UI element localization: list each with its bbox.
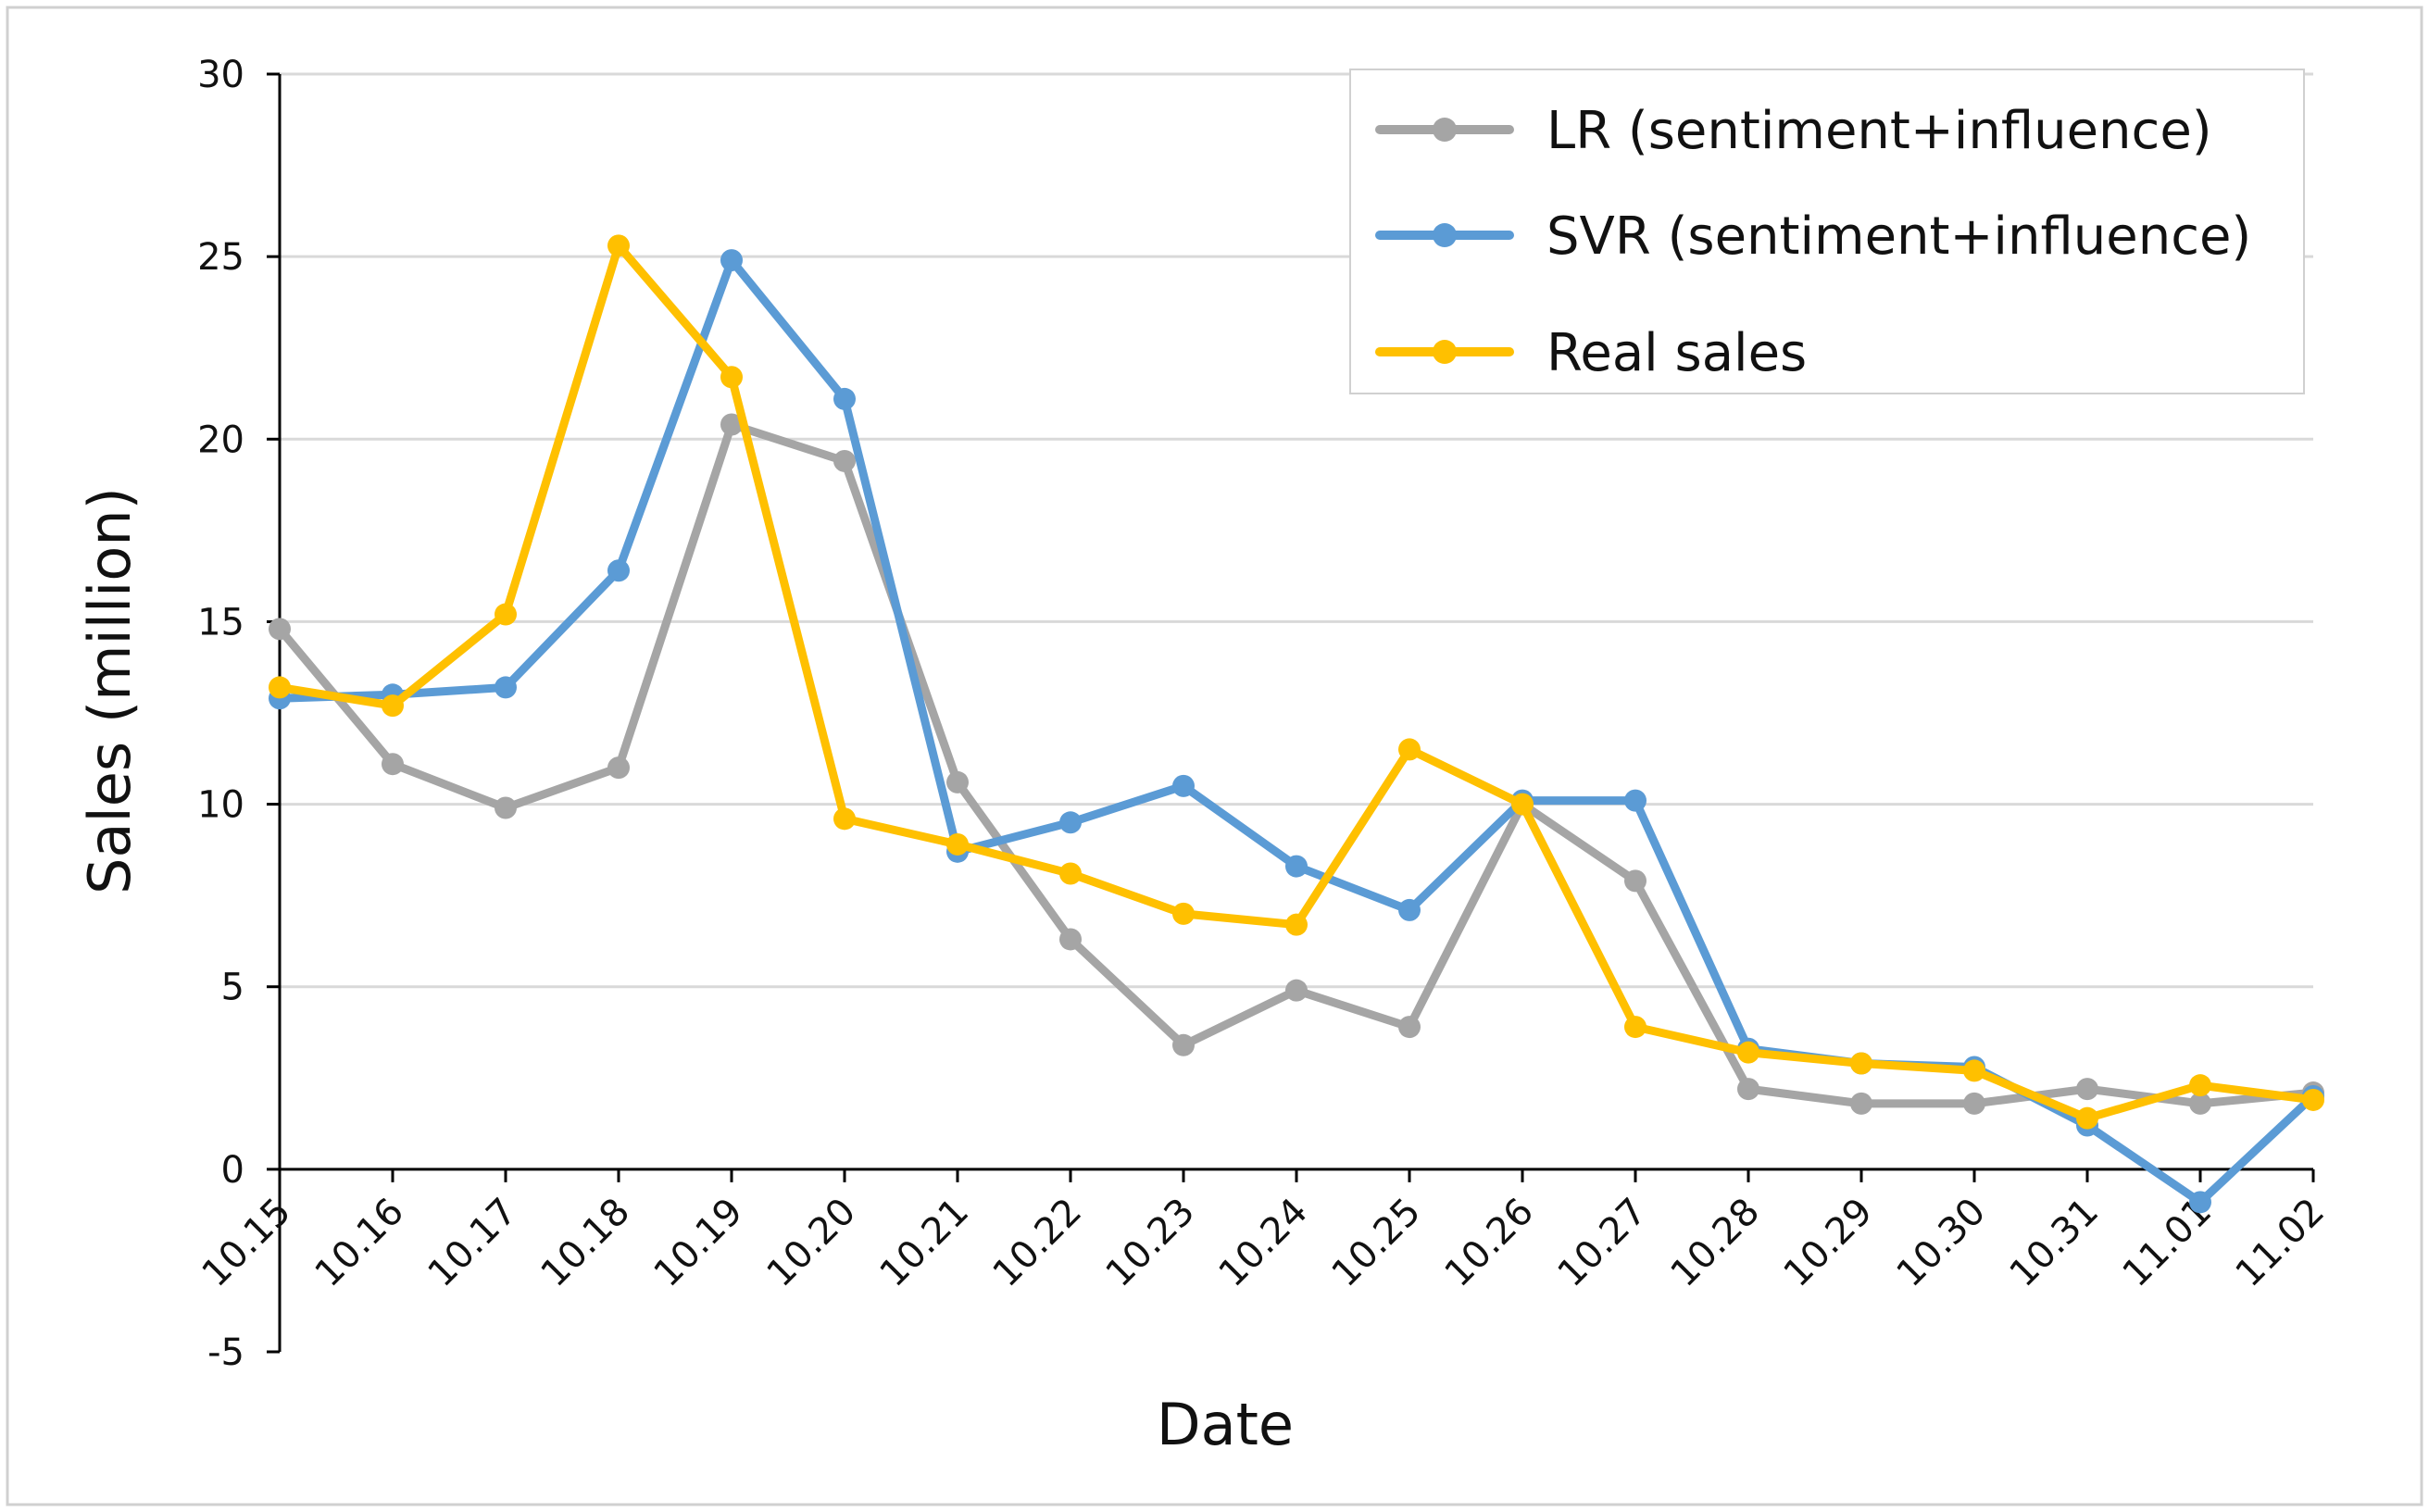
y-tick-label: 25 (197, 236, 244, 279)
y-tick-label: 5 (221, 967, 244, 1009)
data-point (607, 756, 630, 780)
data-point (1963, 1092, 1985, 1115)
series-lines (269, 234, 2324, 1214)
data-point (2076, 1078, 2098, 1101)
y-axis-title: Sales (million) (76, 487, 144, 894)
data-point (1059, 811, 1082, 834)
y-tick-label: 10 (197, 784, 244, 827)
legend-swatch-marker (1433, 118, 1457, 142)
data-point (607, 559, 630, 582)
data-point (720, 366, 743, 389)
data-point (1624, 1016, 1646, 1039)
data-point (720, 249, 743, 272)
data-point (1285, 855, 1308, 878)
data-point (1398, 898, 1421, 921)
data-point (1737, 1041, 1759, 1064)
data-point (1285, 913, 1308, 936)
data-point (1398, 1016, 1421, 1039)
legend-label: LR (sentiment+influence) (1546, 101, 2212, 161)
data-point (720, 413, 743, 436)
data-point (1737, 1078, 1759, 1101)
data-point (2189, 1191, 2211, 1214)
data-point (1624, 869, 1646, 893)
y-tick-label: 30 (197, 54, 244, 96)
data-point (1285, 979, 1308, 1002)
data-point (495, 676, 517, 699)
legend: LR (sentiment+influence) SVR (sentiment+i… (1349, 69, 2305, 394)
data-point (1059, 862, 1082, 885)
data-point (2302, 1088, 2324, 1111)
data-point (1172, 1033, 1195, 1056)
data-point (833, 807, 856, 831)
data-point (1511, 793, 1534, 816)
data-point (1398, 738, 1421, 761)
data-point (495, 603, 517, 626)
data-point (1624, 789, 1646, 812)
data-point (2076, 1106, 2098, 1130)
data-point (382, 694, 404, 718)
x-axis-title: Date (1157, 1391, 1294, 1458)
data-point (607, 234, 630, 257)
data-point (382, 753, 404, 776)
data-point (1850, 1052, 1872, 1075)
series-group (269, 234, 2324, 1130)
data-point (269, 618, 291, 641)
data-point (1172, 774, 1195, 797)
legend-swatch-marker (1433, 340, 1457, 364)
data-point (833, 387, 856, 410)
data-point (2189, 1074, 2211, 1097)
y-tick-label: 0 (221, 1149, 244, 1192)
data-point (946, 832, 969, 856)
y-tick-label: 20 (197, 419, 244, 461)
y-tick-label: 15 (197, 601, 244, 644)
data-point (946, 770, 969, 793)
data-point (833, 449, 856, 472)
y-tick-label: -5 (207, 1331, 244, 1374)
data-point (2189, 1092, 2211, 1115)
legend-label: Real sales (1546, 323, 1807, 383)
legend-swatch-marker (1433, 223, 1457, 247)
data-point (1963, 1059, 1985, 1082)
data-point (1059, 928, 1082, 951)
data-point (1850, 1092, 1872, 1115)
legend-label: SVR (sentiment+influence) (1546, 206, 2251, 267)
data-point (1172, 902, 1195, 925)
data-point (495, 796, 517, 819)
data-point (269, 676, 291, 699)
